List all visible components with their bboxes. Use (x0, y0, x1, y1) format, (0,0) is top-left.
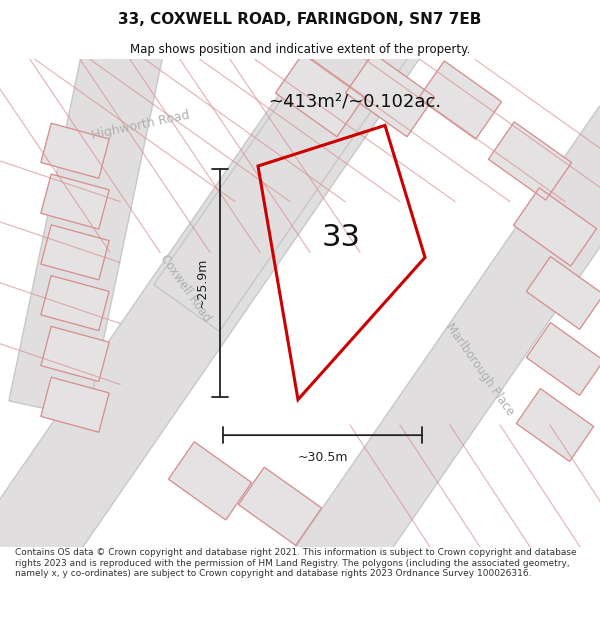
Polygon shape (526, 257, 600, 329)
Polygon shape (514, 188, 596, 266)
Text: Contains OS data © Crown copyright and database right 2021. This information is : Contains OS data © Crown copyright and d… (15, 549, 577, 578)
Polygon shape (154, 0, 506, 331)
Polygon shape (169, 442, 251, 520)
Polygon shape (275, 53, 364, 137)
Polygon shape (41, 377, 109, 432)
Polygon shape (41, 276, 109, 331)
Text: Highworth Road: Highworth Road (90, 109, 191, 142)
Text: ~413m²/~0.102ac.: ~413m²/~0.102ac. (268, 92, 442, 110)
Text: 33: 33 (322, 222, 361, 252)
Polygon shape (526, 322, 600, 396)
Text: Map shows position and indicative extent of the property.: Map shows position and indicative extent… (130, 42, 470, 56)
Polygon shape (9, 0, 191, 418)
Polygon shape (346, 53, 434, 137)
Polygon shape (488, 122, 572, 200)
Text: ~30.5m: ~30.5m (297, 451, 348, 464)
Polygon shape (41, 174, 109, 229)
Polygon shape (517, 389, 593, 461)
Polygon shape (0, 0, 440, 612)
Text: ~25.9m: ~25.9m (196, 258, 209, 308)
Polygon shape (238, 467, 322, 546)
Text: Coxwell Road: Coxwell Road (157, 252, 213, 324)
Polygon shape (41, 326, 109, 381)
Polygon shape (255, 106, 600, 625)
Text: 33, COXWELL ROAD, FARINGDON, SN7 7EB: 33, COXWELL ROAD, FARINGDON, SN7 7EB (118, 12, 482, 27)
Polygon shape (41, 225, 109, 280)
Polygon shape (41, 123, 109, 178)
Polygon shape (418, 61, 502, 139)
Text: Marlborough Place: Marlborough Place (443, 321, 517, 418)
